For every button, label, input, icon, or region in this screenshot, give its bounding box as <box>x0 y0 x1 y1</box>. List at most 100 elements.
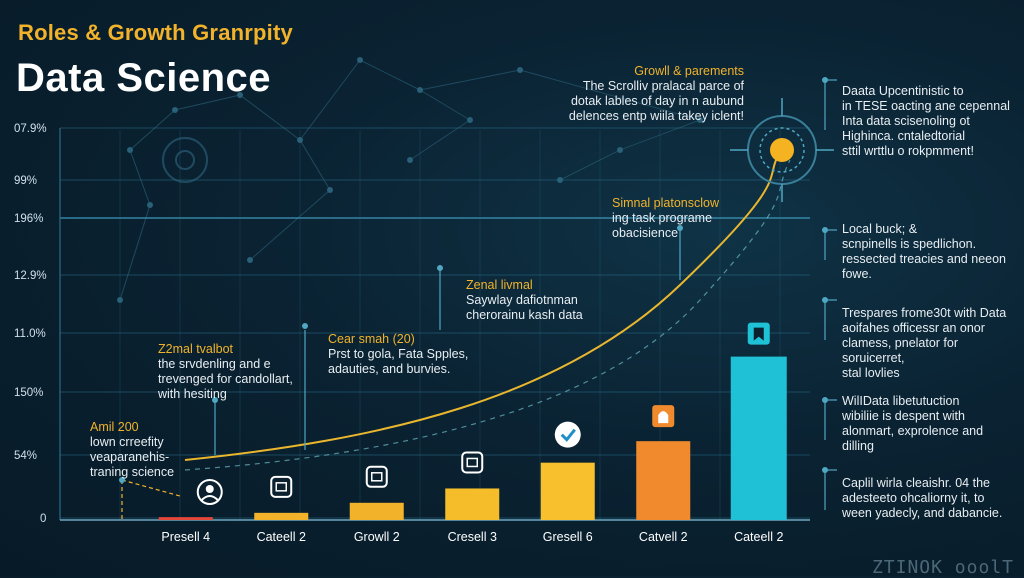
trend-line <box>184 149 783 461</box>
side-note-line: ressected treacies and neeon <box>842 252 1006 266</box>
annotation-2-line: the srvdenling and e <box>158 357 271 371</box>
x-tick-label: Presell 4 <box>161 530 210 544</box>
network-link <box>519 69 701 121</box>
network-link <box>619 119 701 151</box>
leader-dot <box>677 225 683 231</box>
network-link <box>409 119 471 161</box>
network-node <box>467 117 473 123</box>
side-note-line: alonmart, exprolence and <box>842 424 984 438</box>
side-note-line: aoifahes officessr an onor <box>842 321 985 335</box>
side-note-line: adesteeto ohcaliorny it, to <box>842 491 985 505</box>
network-node <box>172 107 178 113</box>
side-note-line: Highinca. cntaledtorial <box>842 129 965 143</box>
network-node <box>697 117 703 123</box>
annotation-2-line: trevenged for candollart, <box>158 372 293 386</box>
annotation-3-line: Prst to gola, Fata Spples, <box>328 347 469 361</box>
y-tick-label: 0 <box>40 513 46 525</box>
annotation-1-line: veaparanehis- <box>90 450 170 464</box>
side-note-line: Local buck; & <box>842 222 918 236</box>
trend-curve <box>184 98 834 471</box>
annotation-6-line: delences entp wiila takey iclent! <box>568 109 744 123</box>
network-link <box>129 149 151 206</box>
user-icon-body <box>201 495 219 501</box>
side-note-line: WilIData libetutuction <box>842 394 960 408</box>
side-note-line: in TESE oacting ane cepennal <box>842 99 1010 113</box>
annotation-1: Amil 200 lown crreefity veaparanehis- tr… <box>90 420 174 480</box>
bar <box>636 441 691 520</box>
side-note-line: fowe. <box>842 267 872 281</box>
bar <box>540 462 595 520</box>
x-tick-label: Gresell 6 <box>543 530 593 544</box>
network-node <box>237 92 243 98</box>
side-note-line: Daata Upcentinistic to <box>842 84 964 98</box>
leader-dot <box>212 397 218 403</box>
chart-icon-glyph <box>466 457 478 468</box>
footer-mark: ZTINOK ooolT <box>871 557 1014 578</box>
side-note-line: Caplil wirla cleaishr. 04 the <box>842 476 990 490</box>
monitor-icon-glyph <box>371 472 383 482</box>
annotation-6: Growll & parements The Scrolliv pralacal… <box>568 64 744 124</box>
network-link <box>174 94 241 111</box>
chart-icon <box>461 451 484 474</box>
annotation-6-line: The Scrolliv pralacal parce of <box>582 79 744 93</box>
y-tick-label: 150% <box>14 387 43 399</box>
bar <box>445 488 500 520</box>
bookmark-shape <box>753 327 764 341</box>
monitor-icon <box>365 465 388 488</box>
y-tick-label: 07.9% <box>14 123 47 135</box>
side-note-line: dilling <box>842 439 874 453</box>
network-node <box>617 147 623 153</box>
annotation-5-head: Simnal platonsclow <box>612 196 719 210</box>
network-node <box>327 187 333 193</box>
side-note-3: Trespares frome30t with Data aoifahes of… <box>842 306 1020 381</box>
network-link <box>119 204 151 301</box>
annotation-1-line: traning science <box>90 465 175 479</box>
gear-hub <box>175 150 195 170</box>
side-note-line: scnpinells is spedlichon. <box>842 237 977 251</box>
chart-title: Data Science <box>16 56 272 100</box>
annotation-5-line: ing task programe <box>612 211 713 225</box>
user-icon-head <box>205 485 214 493</box>
annotation-5-line: obacisience <box>612 226 679 240</box>
network-link <box>559 149 621 181</box>
y-tick-label: 196% <box>14 213 43 225</box>
network-link <box>249 189 331 261</box>
side-note-5: Caplil wirla cleaishr. 04 the adesteeto … <box>842 476 1018 521</box>
y-tick-label: 99% <box>14 175 37 187</box>
x-tick-label: Cateell 2 <box>734 530 783 544</box>
bar <box>349 502 404 520</box>
side-note-line: wibiliie is despent with <box>842 409 965 423</box>
bell-shape <box>658 411 669 424</box>
side-note-4: WilIData libetutuction wibiliie is despe… <box>842 394 1018 454</box>
target-ring-inner <box>759 127 805 173</box>
bar <box>254 512 309 520</box>
x-axis: Presell 4 Cateell 2 Growll 2 Cresell 3 Grese… <box>161 530 783 544</box>
annotation-4: Zenal livmal Saywlay dafiotnman cherorai… <box>466 278 583 323</box>
check-mark <box>560 428 576 442</box>
annotation-1-line: lown crreefity <box>90 435 164 449</box>
side-note-line: clamess, pnelator for soruicerret, <box>842 336 959 365</box>
y-tick-label: 54% <box>14 450 37 462</box>
network-link <box>299 139 331 191</box>
y-tick-label: 12.9% <box>14 270 47 282</box>
network-node <box>407 157 413 163</box>
side-note-line: sttil wrttlu o rokpmment! <box>842 144 974 158</box>
network-node <box>297 137 303 143</box>
briefcase-icon-glyph <box>275 482 287 492</box>
network-node <box>357 57 363 63</box>
side-note-line: stal lovlies <box>842 366 900 380</box>
side-note-line: Trespares frome30t with Data <box>842 306 1007 320</box>
network-link <box>129 109 176 151</box>
network-link <box>299 59 361 141</box>
bar <box>158 517 213 520</box>
network-node <box>117 297 123 303</box>
annotation-4-head: Zenal livmal <box>466 278 533 292</box>
annotation-leaders <box>119 77 837 520</box>
bars <box>158 356 787 520</box>
network-node <box>127 147 133 153</box>
x-tick-label: Growll 2 <box>354 530 400 544</box>
bar <box>730 356 787 520</box>
network-link <box>359 59 421 91</box>
side-note-1: Daata Upcentinistic to in TESE oacting a… <box>842 84 1018 159</box>
network-link <box>419 89 471 121</box>
